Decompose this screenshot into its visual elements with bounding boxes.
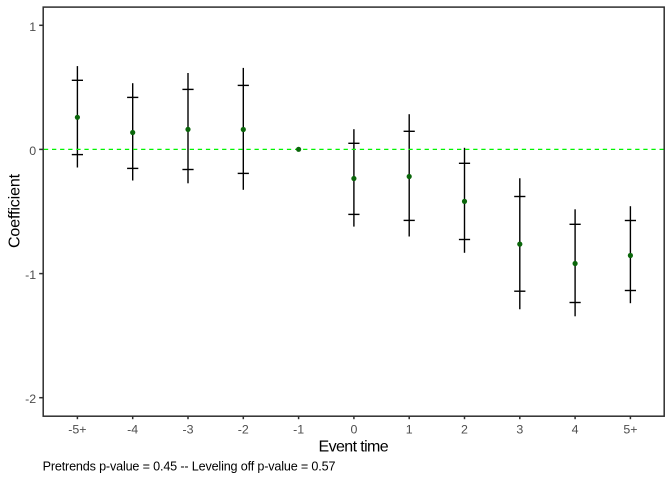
- svg-text:4: 4: [572, 422, 579, 436]
- svg-text:-1: -1: [25, 268, 36, 282]
- svg-text:3: 3: [516, 422, 523, 436]
- svg-text:Event time: Event time: [319, 439, 389, 456]
- svg-text:-2: -2: [238, 422, 249, 436]
- svg-text:1: 1: [29, 20, 36, 34]
- svg-text:-3: -3: [182, 422, 193, 436]
- svg-text:1: 1: [406, 422, 413, 436]
- svg-text:-4: -4: [127, 422, 138, 436]
- svg-text:Coefficient: Coefficient: [7, 173, 24, 248]
- svg-text:0: 0: [29, 144, 36, 158]
- svg-text:-1: -1: [293, 422, 304, 436]
- svg-text:Pretrends p-value = 0.45 -- Le: Pretrends p-value = 0.45 -- Leveling off…: [43, 459, 336, 473]
- svg-text:5+: 5+: [623, 422, 637, 436]
- svg-text:-2: -2: [25, 392, 36, 406]
- svg-text:2: 2: [461, 422, 468, 436]
- svg-text:-5+: -5+: [68, 422, 86, 436]
- svg-text:0: 0: [350, 422, 357, 436]
